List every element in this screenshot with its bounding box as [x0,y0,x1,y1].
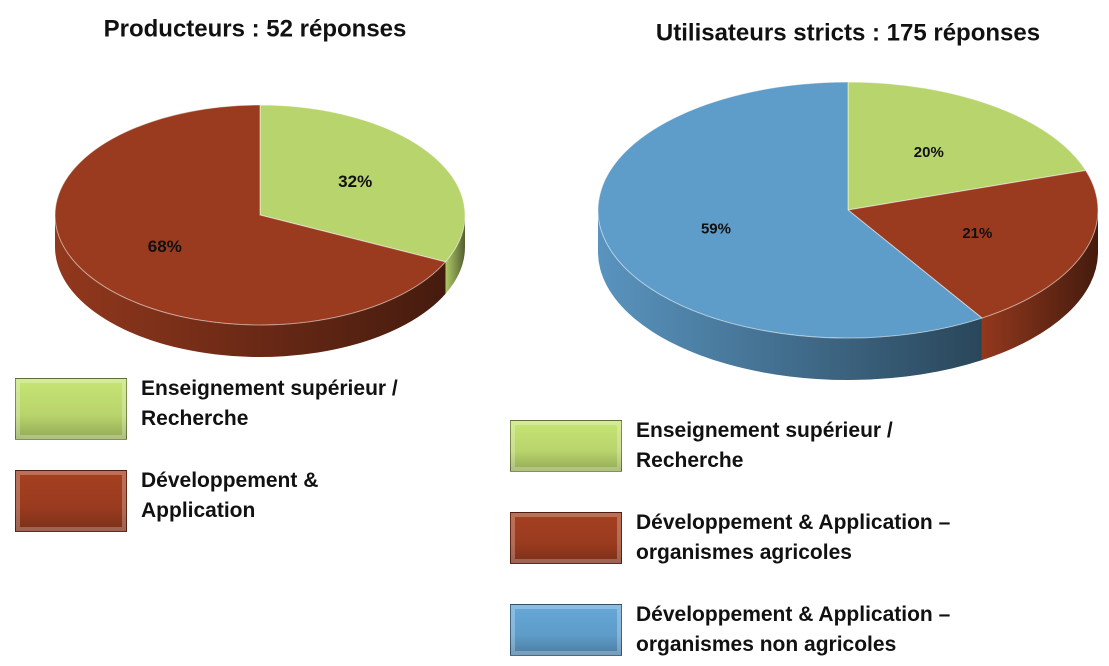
legend-label: Développement & Application [141,469,319,522]
pie-slice [597,81,983,339]
pie-slice [847,81,1087,211]
legend-swatch [510,420,622,472]
legend-swatch [510,604,622,656]
legend-swatch [15,470,127,532]
chart-title: Producteurs : 52 réponses [104,15,407,42]
legend-item: Enseignement supérieur / Recherche [510,419,976,476]
legend-swatch [15,378,127,440]
data-label: 32% [338,172,372,191]
pie-slice [54,104,447,326]
legend-item: Développement & Application [15,469,411,532]
pie-slice-side [55,215,446,357]
data-label: 68% [148,237,182,256]
data-label: 20% [914,144,944,161]
legend-label: Développement & Application – organismes… [636,603,951,656]
legend-item: Développement & Application – organismes… [510,603,976,660]
data-label: 21% [962,225,992,242]
pie-slice [846,169,1099,319]
pie-slice-side [981,210,1098,361]
legend-label: Développement & Application – organismes… [636,511,951,564]
legend-label: Enseignement supérieur / Recherche [141,377,398,430]
legend-item: Enseignement supérieur / Recherche [15,377,411,440]
legend-swatch [510,512,622,564]
pie-slice-side [598,210,982,380]
chart-title: Utilisateurs stricts : 175 réponses [656,19,1040,46]
legend-item: Développement & Application – organismes… [510,511,976,568]
data-label: 59% [701,221,731,238]
legend-label: Enseignement supérieur / Recherche [636,419,893,472]
pie-slice [259,104,466,263]
pie-slice-side [445,215,465,294]
